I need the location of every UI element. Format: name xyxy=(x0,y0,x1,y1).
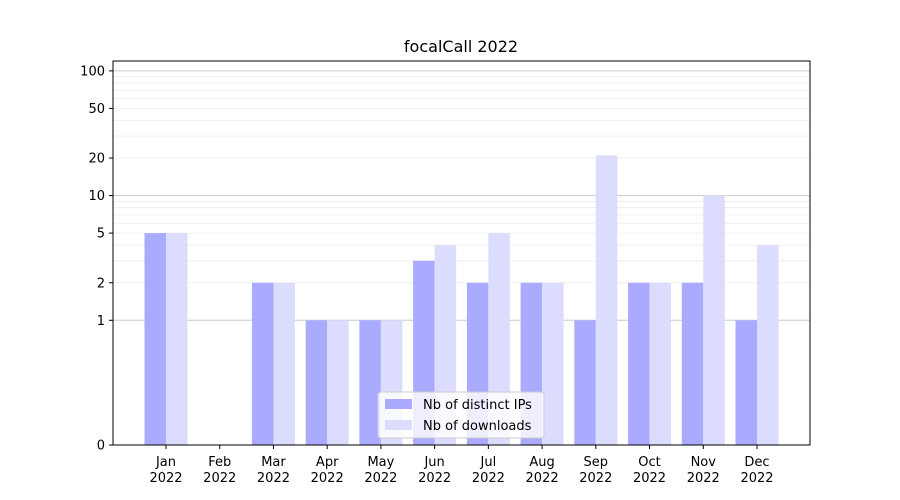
legend: Nb of distinct IPs Nb of downloads xyxy=(377,391,545,439)
legend-swatch-downloads xyxy=(385,420,412,430)
chart-title: focalCall 2022 xyxy=(404,37,518,56)
x-tick-label: Mar 2022 xyxy=(257,455,290,486)
x-tick-label: Jan 2022 xyxy=(149,455,182,486)
bar-downloads xyxy=(649,282,672,445)
bar-ips xyxy=(144,233,166,445)
x-tick-label: Oct 2022 xyxy=(633,455,666,486)
bar-downloads xyxy=(542,282,564,445)
y-tick-label: 2 xyxy=(97,276,105,291)
bar-ips xyxy=(681,282,704,445)
y-axis: 0 1 2 5 10 20 50 100 xyxy=(80,64,113,454)
x-tick-label: Feb 2022 xyxy=(203,455,236,486)
x-tick-label: Dec 2022 xyxy=(740,455,773,486)
x-axis: Jan 2022 Feb 2022 Mar 2022 Apr 2022 May 2022 Jun 20… xyxy=(149,445,774,486)
x-tick-label: Nov 2022 xyxy=(687,455,720,486)
bar-ips xyxy=(359,320,381,445)
legend-label-ips: Nb of distinct IPs xyxy=(423,398,532,413)
plot-area-frame xyxy=(112,60,811,446)
y-tick-label: 100 xyxy=(80,64,105,79)
y-tick-label: 5 xyxy=(97,227,105,242)
bar-downloads xyxy=(273,282,295,445)
legend-swatch-ips xyxy=(385,399,412,409)
x-tick-label: Aug 2022 xyxy=(526,455,559,486)
bar-ips xyxy=(628,282,650,445)
y-tick-label: 10 xyxy=(88,189,105,204)
grid-lines xyxy=(113,70,810,321)
x-tick-label: Apr 2022 xyxy=(311,455,344,486)
x-tick-label: Jun 2022 xyxy=(418,455,451,486)
y-tick-label: 0 xyxy=(97,439,105,454)
x-tick-label: May 2022 xyxy=(364,455,397,486)
y-tick-label: 20 xyxy=(88,152,105,167)
bar-downloads xyxy=(757,245,779,445)
y-tick-label: 50 xyxy=(88,102,105,117)
bar-ips xyxy=(574,320,596,445)
bar-ips xyxy=(305,320,328,445)
bar-downloads xyxy=(327,320,349,445)
x-tick-label: Sep 2022 xyxy=(579,455,612,486)
legend-label-downloads: Nb of downloads xyxy=(423,419,532,434)
bar-downloads xyxy=(595,155,618,445)
bar-ips xyxy=(735,320,757,445)
bar-downloads xyxy=(703,195,725,445)
legend-box xyxy=(377,391,545,439)
x-tick-label: Jul 2022 xyxy=(472,455,505,486)
y-tick-label: 1 xyxy=(97,314,105,329)
bar-downloads xyxy=(166,233,188,445)
bar-ips xyxy=(251,282,274,445)
